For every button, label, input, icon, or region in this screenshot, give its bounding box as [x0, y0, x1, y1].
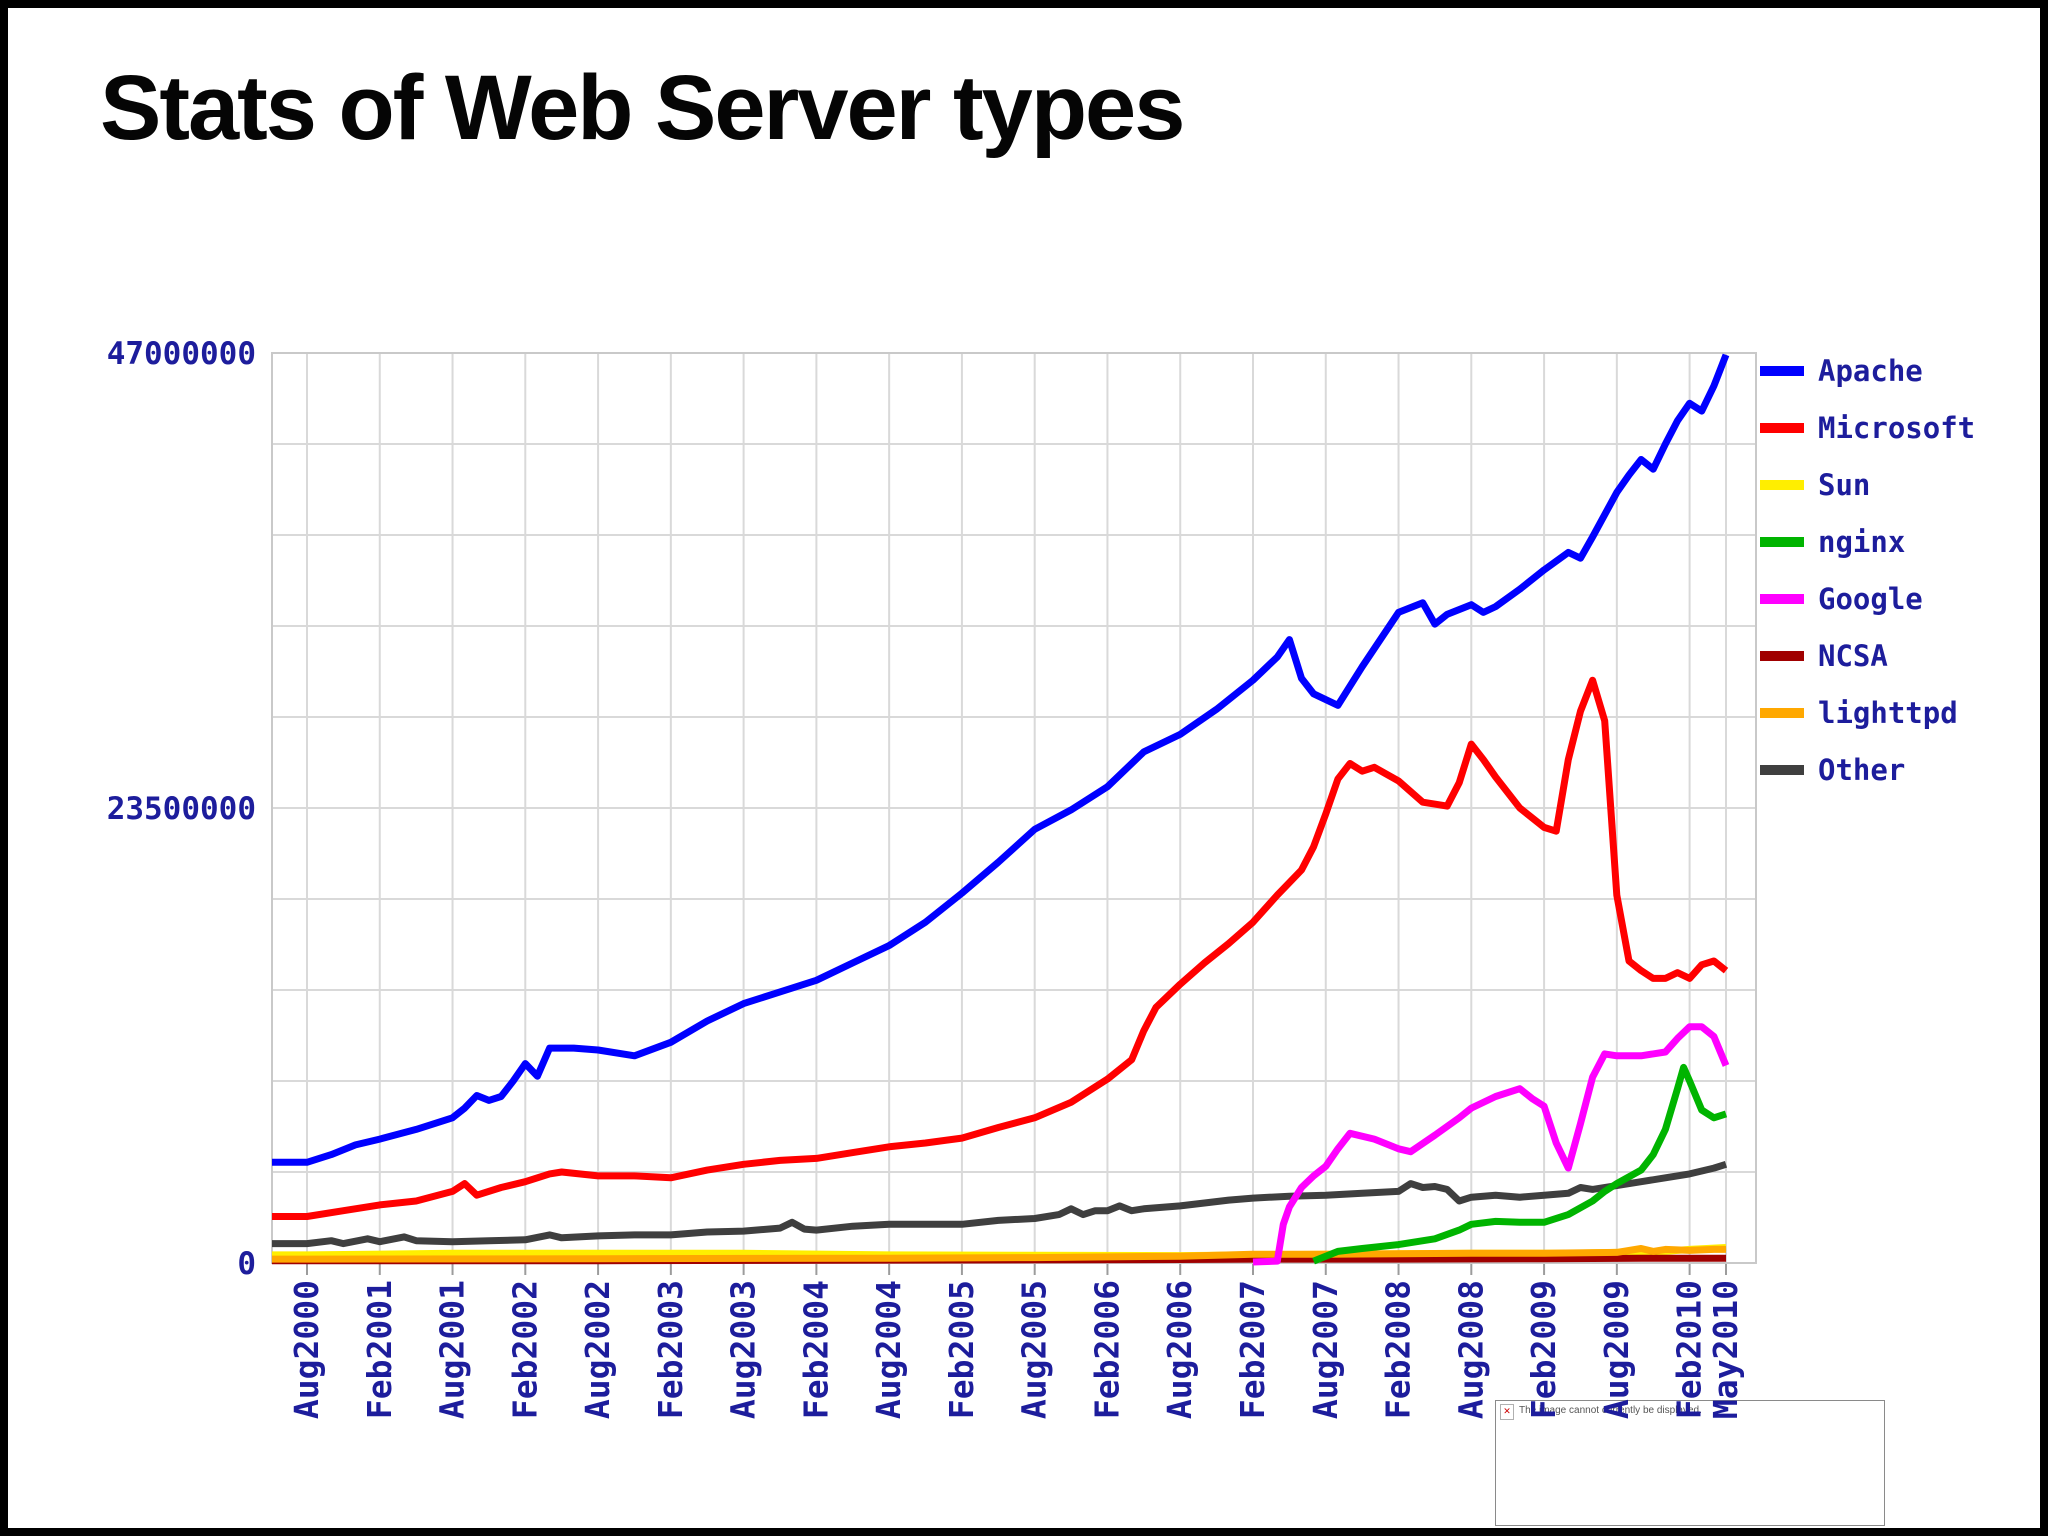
x-tick-label: Aug2004: [869, 1280, 908, 1419]
legend-swatch-icon: [1760, 536, 1804, 547]
legend-label: Google: [1818, 581, 1923, 616]
legend-label: NCSA: [1818, 638, 1888, 673]
x-tick-label: Aug2001: [433, 1280, 472, 1419]
legend-swatch-icon: [1760, 365, 1804, 376]
legend-swatch-icon: [1760, 593, 1804, 604]
legend-label: Other: [1818, 752, 1906, 787]
legend-item-sun: Sun: [1760, 456, 1975, 513]
legend-swatch-icon: [1760, 422, 1804, 433]
legend-item-google: Google: [1760, 570, 1975, 627]
legend-swatch-icon: [1760, 479, 1804, 490]
x-tick-label: Feb2004: [796, 1280, 835, 1419]
x-axis-labels: Aug2000 Feb2001 Aug2001 Feb2002 Aug2002 Feb20…: [287, 1280, 1745, 1419]
y-tick-label: 23500000: [107, 791, 256, 827]
webserver-chart: 47000000 23500000 0 Aug2000 Feb2001 Aug2001 Fe…: [107, 336, 1757, 1419]
series-line-apache: [272, 353, 1730, 1166]
grid: [271, 352, 1757, 1275]
x-tick-label: Feb2006: [1087, 1280, 1126, 1419]
legend-item-apache: Apache: [1760, 342, 1975, 399]
y-axis-labels: 47000000 23500000 0: [107, 336, 256, 1282]
legend-label: lighttpd: [1818, 695, 1958, 730]
legend-swatch-icon: [1760, 764, 1804, 775]
chart-legend: Apache Microsoft Sun nginx Google NCSA lighttp…: [1760, 342, 1975, 798]
x-tick-label: Aug2000: [287, 1280, 326, 1419]
x-tick-label: Feb2007: [1233, 1280, 1272, 1419]
series-line-google: [1252, 1023, 1730, 1266]
legend-swatch-icon: [1760, 650, 1804, 661]
legend-item-other: Other: [1760, 741, 1975, 798]
series-line-microsoft: [272, 676, 1729, 1220]
legend-item-microsoft: Microsoft: [1760, 399, 1975, 456]
series-lines: [272, 353, 1730, 1266]
y-tick-label: 0: [237, 1246, 256, 1282]
x-tick-label: Feb2001: [360, 1280, 399, 1419]
broken-image-text: The image cannot currently be displayed.: [1519, 1405, 1702, 1416]
legend-swatch-icon: [1760, 707, 1804, 718]
legend-item-ncsa: NCSA: [1760, 627, 1975, 684]
x-tick-label: Feb2009: [1524, 1280, 1563, 1419]
broken-image-placeholder: ✕ The image cannot currently be displaye…: [1495, 1400, 1885, 1526]
legend-item-nginx: nginx: [1760, 513, 1975, 570]
legend-label: Apache: [1818, 353, 1923, 388]
series-line-lighttpd: [272, 1245, 1726, 1263]
x-tick-label: Feb2008: [1379, 1280, 1418, 1419]
x-tick-label: Feb2005: [942, 1280, 981, 1419]
legend-item-lighttpd: lighttpd: [1760, 684, 1975, 741]
legend-label: nginx: [1818, 524, 1906, 559]
page-title: Stats of Web Server types: [100, 57, 1185, 159]
x-tick-label: Aug2006: [1160, 1280, 1199, 1419]
x-tick-label: Aug2005: [1015, 1280, 1054, 1419]
x-tick-label: Feb2002: [505, 1280, 544, 1419]
series-line-nginx: [1312, 1063, 1728, 1265]
y-tick-label: 47000000: [107, 336, 256, 372]
legend-label: Microsoft: [1818, 410, 1976, 445]
x-tick-label: Aug2007: [1306, 1280, 1345, 1419]
x-tick-label: Aug2003: [724, 1280, 763, 1419]
legend-label: Sun: [1818, 467, 1871, 502]
x-tick-label: Aug2002: [578, 1280, 617, 1419]
broken-image-icon: ✕: [1500, 1404, 1514, 1420]
x-tick-label: Aug2009: [1597, 1280, 1636, 1419]
x-tick-label: May2010: [1706, 1280, 1745, 1419]
x-tick-label: Feb2003: [651, 1280, 690, 1419]
x-tick-label: Aug2008: [1451, 1280, 1490, 1419]
x-tick-label: Feb2010: [1670, 1280, 1709, 1419]
series-line-other: [272, 1160, 1728, 1248]
